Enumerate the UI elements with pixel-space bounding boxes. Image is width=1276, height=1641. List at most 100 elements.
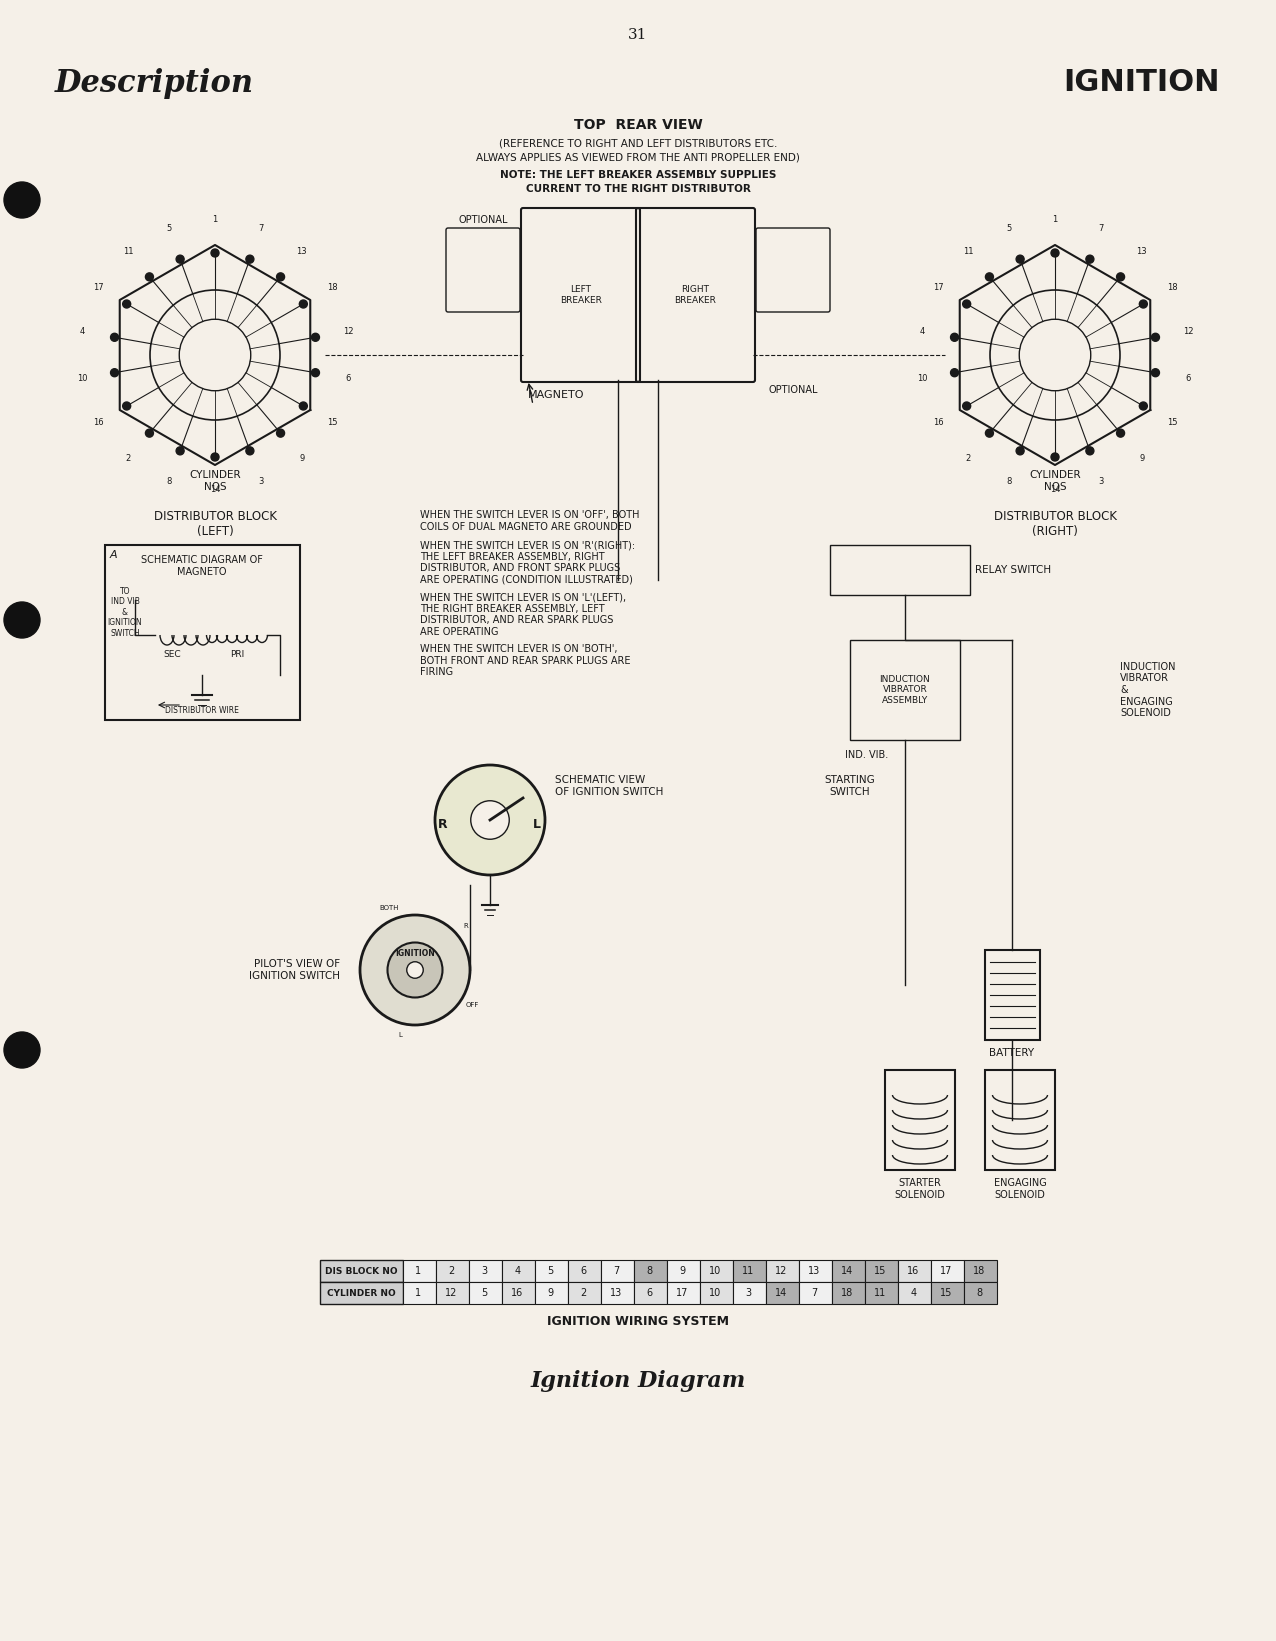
Circle shape — [176, 254, 184, 263]
Circle shape — [145, 430, 153, 437]
Bar — [435, 1282, 468, 1305]
Text: SCHEMATIC VIEW
OF IGNITION SWITCH: SCHEMATIC VIEW OF IGNITION SWITCH — [555, 775, 664, 796]
Text: STARTER
SOLENOID: STARTER SOLENOID — [894, 1178, 946, 1200]
Circle shape — [211, 249, 219, 258]
Text: WHEN THE SWITCH LEVER IS ON 'OFF', BOTH
COILS OF DUAL MAGNETO ARE GROUNDED: WHEN THE SWITCH LEVER IS ON 'OFF', BOTH … — [420, 510, 639, 532]
Text: 6: 6 — [581, 1265, 587, 1277]
Text: TO
IND VIB
&
IGNITION
SWITCH: TO IND VIB & IGNITION SWITCH — [107, 587, 143, 638]
Bar — [535, 1282, 568, 1305]
Text: 9: 9 — [547, 1288, 554, 1298]
Text: 7: 7 — [1099, 223, 1104, 233]
Bar — [829, 545, 970, 596]
Text: 18: 18 — [974, 1265, 985, 1277]
Text: 11: 11 — [874, 1288, 887, 1298]
Bar — [402, 1282, 435, 1305]
Text: 4: 4 — [79, 327, 84, 336]
Bar — [633, 1260, 666, 1282]
Circle shape — [951, 369, 958, 377]
Text: 11: 11 — [743, 1265, 754, 1277]
Text: RIGHT
BREAKER: RIGHT BREAKER — [674, 286, 716, 305]
Text: A: A — [110, 550, 117, 560]
Circle shape — [300, 402, 308, 410]
Bar — [832, 1260, 865, 1282]
Text: 4: 4 — [920, 327, 925, 336]
Bar — [732, 1282, 766, 1305]
Bar — [897, 1282, 930, 1305]
Text: INDUCTION
VIBRATOR
ASSEMBLY: INDUCTION VIBRATOR ASSEMBLY — [879, 674, 930, 706]
Text: 12: 12 — [343, 327, 353, 336]
Circle shape — [1086, 254, 1094, 263]
Bar — [865, 1260, 897, 1282]
Bar — [766, 1260, 799, 1282]
Text: 31: 31 — [628, 28, 648, 43]
Text: 2: 2 — [448, 1265, 454, 1277]
Bar — [732, 1260, 766, 1282]
Circle shape — [1051, 249, 1059, 258]
Bar — [985, 1070, 1055, 1170]
Text: 7: 7 — [259, 223, 264, 233]
Text: 6: 6 — [1185, 374, 1191, 382]
Text: DISTRIBUTOR BLOCK
(RIGHT): DISTRIBUTOR BLOCK (RIGHT) — [994, 510, 1116, 538]
Text: WHEN THE SWITCH LEVER IS ON 'BOTH',
BOTH FRONT AND REAR SPARK PLUGS ARE
FIRING: WHEN THE SWITCH LEVER IS ON 'BOTH', BOTH… — [420, 643, 630, 678]
Text: 6: 6 — [647, 1288, 652, 1298]
Circle shape — [407, 962, 424, 978]
Text: PILOT'S VIEW OF
IGNITION SWITCH: PILOT'S VIEW OF IGNITION SWITCH — [249, 960, 339, 981]
Text: 6: 6 — [346, 374, 351, 382]
Bar — [666, 1260, 699, 1282]
Text: 8: 8 — [166, 478, 171, 486]
Circle shape — [300, 300, 308, 309]
Text: TOP  REAR VIEW: TOP REAR VIEW — [574, 118, 702, 131]
Text: 13: 13 — [1137, 248, 1147, 256]
Bar — [799, 1260, 832, 1282]
Text: R: R — [463, 924, 468, 929]
Text: DISTRIBUTOR WIRE: DISTRIBUTOR WIRE — [165, 706, 239, 715]
Text: 2: 2 — [581, 1288, 587, 1298]
Bar — [850, 640, 960, 740]
Text: 4: 4 — [911, 1288, 916, 1298]
Text: 15: 15 — [1166, 418, 1178, 427]
Circle shape — [311, 369, 319, 377]
Text: SCHEMATIC DIAGRAM OF
MAGNETO: SCHEMATIC DIAGRAM OF MAGNETO — [142, 555, 263, 576]
Circle shape — [985, 430, 994, 437]
Bar — [832, 1282, 865, 1305]
Text: 14: 14 — [209, 486, 221, 494]
Text: RELAY SWITCH: RELAY SWITCH — [975, 565, 1051, 574]
Text: WHEN THE SWITCH LEVER IS ON 'R'(RIGHT):
THE LEFT BREAKER ASSEMBLY, RIGHT
DISTRIB: WHEN THE SWITCH LEVER IS ON 'R'(RIGHT): … — [420, 540, 635, 584]
Bar — [699, 1282, 732, 1305]
Bar — [468, 1282, 501, 1305]
Circle shape — [311, 333, 319, 341]
Text: LEFT
BREAKER: LEFT BREAKER — [560, 286, 602, 305]
Bar — [699, 1260, 732, 1282]
Circle shape — [277, 272, 285, 281]
Circle shape — [122, 300, 130, 309]
Text: CYLINDER
NOS: CYLINDER NOS — [1030, 469, 1081, 492]
Circle shape — [4, 602, 40, 638]
Text: IGNITION: IGNITION — [1063, 67, 1220, 97]
Text: 9: 9 — [679, 1265, 685, 1277]
Circle shape — [1086, 446, 1094, 455]
Circle shape — [176, 446, 184, 455]
Circle shape — [951, 333, 958, 341]
Text: IGNITION: IGNITION — [396, 948, 435, 958]
Circle shape — [4, 1032, 40, 1068]
Text: Ignition Diagram: Ignition Diagram — [531, 1370, 745, 1392]
Circle shape — [1116, 430, 1124, 437]
Text: 11: 11 — [122, 248, 134, 256]
Text: 3: 3 — [1099, 478, 1104, 486]
Text: 9: 9 — [1139, 455, 1145, 463]
Bar — [963, 1260, 997, 1282]
Text: 3: 3 — [481, 1265, 487, 1277]
Circle shape — [1139, 402, 1147, 410]
Text: (REFERENCE TO RIGHT AND LEFT DISTRIBUTORS ETC.: (REFERENCE TO RIGHT AND LEFT DISTRIBUTOR… — [499, 138, 777, 148]
Text: 5: 5 — [166, 223, 171, 233]
Circle shape — [111, 333, 119, 341]
Bar — [601, 1282, 633, 1305]
Circle shape — [1139, 300, 1147, 309]
Bar — [435, 1260, 468, 1282]
Bar — [320, 1260, 402, 1282]
Bar — [568, 1260, 601, 1282]
Text: ENGAGING
SOLENOID: ENGAGING SOLENOID — [994, 1178, 1046, 1200]
Text: MAGNETO: MAGNETO — [528, 391, 584, 400]
Text: 18: 18 — [327, 282, 337, 292]
Text: 13: 13 — [296, 248, 308, 256]
